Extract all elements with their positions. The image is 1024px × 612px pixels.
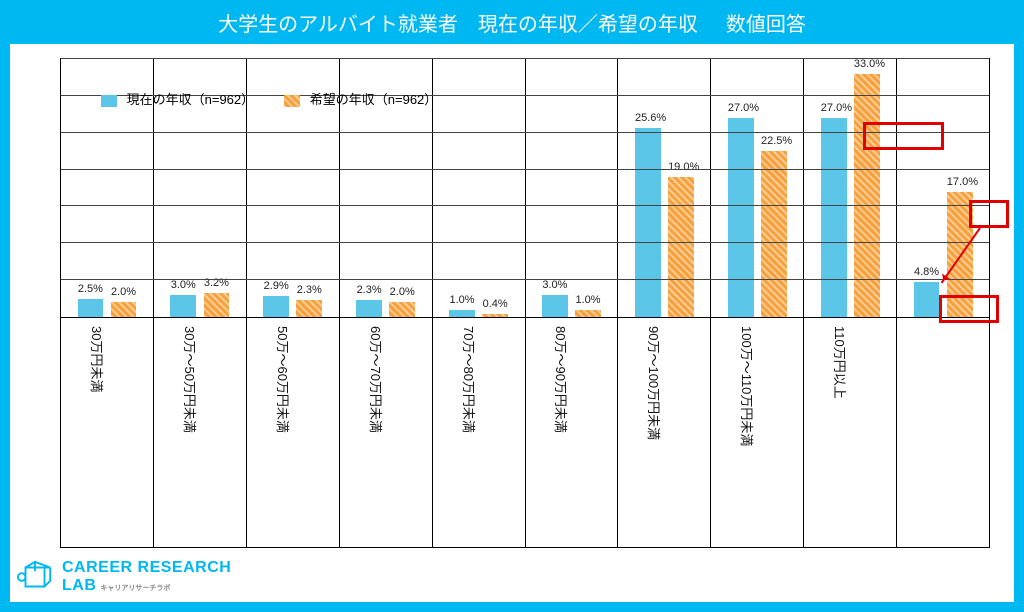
bar-value-label: 0.4% <box>482 298 508 310</box>
bar-current: 3.0% <box>170 295 196 317</box>
bar-desired: 1.0% <box>575 310 601 317</box>
legend-current: 現在の年収（n=962） <box>101 89 254 108</box>
highlight-box <box>863 122 943 150</box>
gridline <box>61 169 989 170</box>
bar-value-label: 19.0% <box>668 161 694 173</box>
bar-value-label: 27.0% <box>821 102 847 114</box>
gridline <box>61 242 989 243</box>
bar-value-label: 3.0% <box>170 279 196 291</box>
legend-desired-label: 希望の年収（n=962） <box>310 92 438 107</box>
bar-desired: 0.4% <box>482 314 508 317</box>
bar-desired: 2.0% <box>111 302 137 317</box>
x-label: 60万～70万円未満 <box>367 326 386 433</box>
logo-sub: キャリアリサーチラボ <box>100 583 170 593</box>
chart-container: 大学生のアルバイト就業者 現在の年収／希望の年収 数値回答 現在の年収（n=96… <box>0 0 1024 612</box>
bar-value-label: 2.0% <box>111 286 137 298</box>
x-cell <box>897 318 989 547</box>
bar-current: 2.9% <box>263 296 289 317</box>
bar-current: 3.0% <box>542 295 568 317</box>
x-cell: 80万～90万円未満 <box>526 318 619 547</box>
legend-current-label: 現在の年収（n=962） <box>127 92 255 107</box>
bar-value-label: 4.8% <box>914 266 940 278</box>
bar-value-label: 3.0% <box>542 279 568 291</box>
x-cell: 30万～50万円未満 <box>154 318 247 547</box>
x-label: 30万円未満 <box>88 326 107 392</box>
bar-current: 2.5% <box>78 299 104 317</box>
x-label: 90万～100万円未満 <box>645 326 664 440</box>
x-label: 100万～110万円未満 <box>738 326 757 446</box>
bar-value-label: 17.0% <box>947 176 973 188</box>
x-cell: 110万円以上 <box>804 318 897 547</box>
bar-desired: 33.0% <box>854 74 880 317</box>
gridline <box>61 205 989 206</box>
highlight-box <box>939 295 999 323</box>
legend: 現在の年収（n=962） 希望の年収（n=962） <box>101 89 437 108</box>
bar-value-label: 1.0% <box>449 294 475 306</box>
title-main: 大学生のアルバイト就業者 現在の年収／希望の年収 <box>218 8 698 37</box>
x-cell: 70万～80万円未満 <box>433 318 526 547</box>
x-label: 30万～50万円未満 <box>181 326 200 433</box>
x-label: 80万～90万円未満 <box>552 326 571 433</box>
x-cell: 90万～100万円未満 <box>618 318 711 547</box>
bar-value-label: 1.0% <box>575 294 601 306</box>
bar-desired: 2.0% <box>389 302 415 317</box>
x-cell: 100万～110万円未満 <box>711 318 804 547</box>
logo-text: CAREER RESEARCH LAB キャリアリサーチラボ <box>62 559 231 595</box>
bar-desired: 19.0% <box>668 177 694 317</box>
logo-line1: CAREER RESEARCH <box>62 559 231 577</box>
bar-desired: 3.2% <box>204 293 230 317</box>
bar-value-label: 2.5% <box>78 283 104 295</box>
bar-value-label: 27.0% <box>728 102 754 114</box>
bar-current: 27.0% <box>821 118 847 317</box>
gridline <box>61 279 989 280</box>
bar-desired: 2.3% <box>296 300 322 317</box>
bar-current: 2.3% <box>356 300 382 317</box>
bar-value-label: 2.9% <box>263 280 289 292</box>
x-cell: 60万～70万円未満 <box>340 318 433 547</box>
bar-current: 25.6% <box>635 128 661 317</box>
plot-area: 現在の年収（n=962） 希望の年収（n=962） 2.5% 2.0% 3.0% 3.… <box>60 58 990 318</box>
bar-value-label: 22.5% <box>761 135 787 147</box>
swatch-desired-icon <box>284 95 300 107</box>
bar-current: 27.0% <box>728 118 754 317</box>
title-bar: 大学生のアルバイト就業者 現在の年収／希望の年収 数値回答 <box>0 0 1024 44</box>
chart-area: 現在の年収（n=962） 希望の年収（n=962） 2.5% 2.0% 3.0% 3.… <box>10 44 1014 602</box>
highlight-box <box>969 200 1009 228</box>
bar-desired: 22.5% <box>761 151 787 317</box>
bar-value-label: 2.3% <box>356 284 382 296</box>
gridline <box>61 132 989 133</box>
x-label: 110万円以上 <box>831 326 850 399</box>
x-axis: 30万円未満 30万～50万円未満 50万～60万円未満 60万～70万円未満 70万～… <box>60 318 990 548</box>
logo: CAREER RESEARCH LAB キャリアリサーチラボ <box>16 558 231 596</box>
x-cell: 30万円未満 <box>61 318 154 547</box>
x-label: 70万～80万円未満 <box>460 326 479 433</box>
bar-value-label: 2.3% <box>296 284 322 296</box>
logo-icon <box>16 558 54 596</box>
logo-line2: LAB <box>62 577 96 595</box>
legend-desired: 希望の年収（n=962） <box>284 89 437 108</box>
gridline <box>61 58 989 59</box>
bar-value-label: 2.0% <box>389 286 415 298</box>
x-label: 50万～60万円未満 <box>274 326 293 433</box>
bar-current: 4.8% <box>914 282 940 317</box>
bar-value-label: 33.0% <box>854 58 880 70</box>
bar-current: 1.0% <box>449 310 475 317</box>
title-sub: 数値回答 <box>726 8 806 37</box>
x-cell: 50万～60万円未満 <box>247 318 340 547</box>
bar-value-label: 25.6% <box>635 112 661 124</box>
swatch-current-icon <box>101 95 117 107</box>
